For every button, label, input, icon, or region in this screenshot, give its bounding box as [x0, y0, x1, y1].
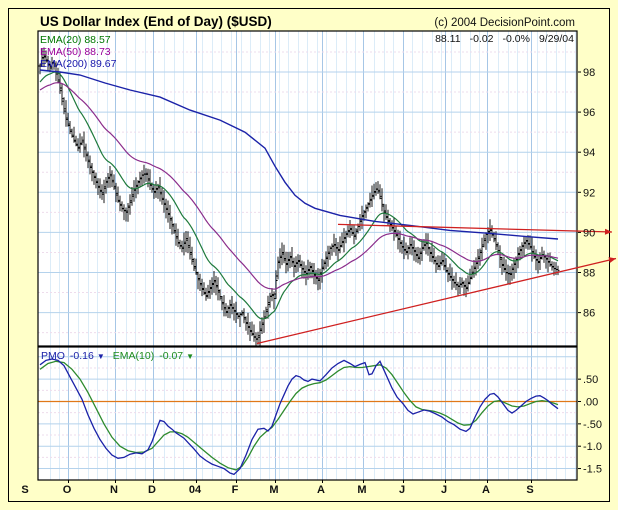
series-layer — [38, 47, 560, 476]
legend-ema20: EMA(20) 88.57 — [40, 34, 111, 46]
month-label: J — [441, 484, 447, 496]
declining-resistance-trendline — [337, 223, 613, 233]
month-label: F — [232, 484, 239, 496]
price-tick-label: 94 — [583, 147, 595, 159]
quote-change: -0.02 — [470, 33, 494, 45]
price-tick-label: 92 — [583, 187, 595, 199]
price-tick-label: 98 — [583, 67, 595, 79]
pmo-ema10-value: -0.07 — [159, 350, 183, 362]
quote-date: 9/29/04 — [539, 33, 574, 45]
ema50-line — [39, 82, 559, 290]
copyright-text: (c) 2004 DecisionPoint.com — [434, 17, 575, 29]
quote-percent: -0.0% — [503, 33, 530, 45]
month-label: M — [269, 484, 278, 496]
pmo-ema10-down-arrow-icon: ▼ — [186, 352, 194, 361]
rising-support-arrow-icon — [608, 257, 616, 263]
month-label: S — [21, 484, 28, 496]
month-label: S — [526, 484, 533, 496]
pmo-tick-label: .00 — [583, 397, 598, 409]
month-label: D — [148, 484, 156, 496]
pmo-tick-label: -.50 — [583, 419, 602, 431]
price-tick-label: 96 — [583, 107, 595, 119]
chart-title: US Dollar Index (End of Day) ($USD) — [40, 14, 272, 29]
month-label: A — [482, 484, 490, 496]
month-label: A — [317, 484, 325, 496]
legend-ema50: EMA(50) 88.73 — [40, 46, 111, 58]
grid-layer — [38, 31, 577, 480]
month-label: J — [399, 484, 405, 496]
axis-layer: 98 96 94 92 90 88 86 .50 .00 -.50 -1.0 -1.5 S O N D 04 F M… — [21, 67, 602, 496]
price-plot-frame — [37, 30, 578, 347]
price-tick-label: 88 — [583, 268, 595, 280]
rising-support-trendline — [256, 257, 617, 345]
pmo-line — [39, 358, 559, 476]
last-quote: 88.11 -0.02 -0.0% 9/29/04 — [435, 33, 574, 45]
pmo-tick-label: -1.5 — [583, 464, 602, 476]
ohlc-bars-path — [38, 47, 560, 346]
pmo-ema10-label: EMA(10) — [113, 350, 154, 362]
declining-resistance-arrow-icon — [604, 228, 612, 235]
month-label: M — [357, 484, 366, 496]
pmo-value: -0.16 — [70, 350, 94, 362]
legend-ema200: EMA(200) 89.67 — [40, 58, 117, 70]
quote-last: 88.11 — [435, 33, 461, 45]
month-label: N — [110, 484, 118, 496]
pmo-tick-label: .50 — [583, 374, 598, 386]
outer-border — [8, 8, 610, 502]
pmo-label: PMO — [41, 350, 65, 362]
ema200-line — [39, 69, 559, 240]
month-label: O — [63, 484, 72, 496]
ema20-line — [39, 71, 559, 320]
pmo-legend: PMO -0.16 ▼ EMA(10) -0.07 ▼ — [41, 350, 194, 362]
month-label: 04 — [189, 484, 202, 496]
pmo-tick-label: -1.0 — [583, 441, 602, 453]
pmo-down-arrow-icon: ▼ — [97, 352, 105, 361]
price-tick-label: 90 — [583, 227, 595, 239]
price-tick-label: 86 — [583, 308, 595, 320]
pmo-plot-frame — [37, 346, 578, 481]
price-bars — [38, 47, 560, 346]
trendline-layer — [256, 223, 617, 345]
